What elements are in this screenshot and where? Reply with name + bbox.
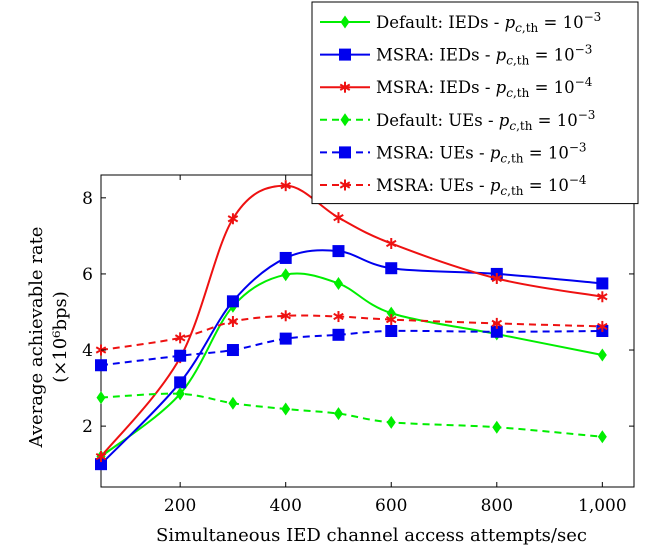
legend-label: MSRA: IEDs - pc,th = 10−4 <box>376 75 593 100</box>
legend-entry: Default: IEDs - pc,th = 10−3 <box>320 10 601 35</box>
legend-marker <box>339 48 351 61</box>
x-tick-label: 1,000 <box>578 496 627 516</box>
data-point <box>597 320 608 332</box>
series-3 <box>95 180 608 463</box>
data-point <box>174 376 187 389</box>
data-point <box>95 359 107 372</box>
data-point <box>227 213 239 225</box>
y-tick-label: 2 <box>82 417 93 437</box>
data-point <box>95 451 107 463</box>
legend-marker <box>339 81 351 93</box>
data-point <box>385 325 398 337</box>
series-4 <box>96 387 607 444</box>
data-point <box>226 344 239 357</box>
y-tick-label: 8 <box>82 189 93 209</box>
legend-label: MSRA: UEs - pc,th = 10−3 <box>376 140 587 165</box>
data-point <box>596 277 609 290</box>
legend-label: MSRA: IEDs - pc,th = 10−3 <box>376 43 592 68</box>
legend-marker <box>340 15 350 29</box>
data-point <box>332 328 345 341</box>
legend-entry: MSRA: IEDs - pc,th = 10−3 <box>320 43 592 68</box>
data-point <box>597 348 607 362</box>
data-point <box>386 415 396 429</box>
data-point <box>174 332 186 344</box>
series-2 <box>95 245 609 471</box>
x-tick-label: 600 <box>375 496 407 516</box>
legend-marker <box>340 113 350 127</box>
legend-box <box>311 1 639 205</box>
legend-entry: MSRA: UEs - pc,th = 10−4 <box>320 173 587 198</box>
data-point <box>95 458 107 471</box>
data-point <box>279 332 292 345</box>
legend-label: Default: IEDs - pc,th = 10−3 <box>376 10 601 35</box>
data-point <box>96 391 106 405</box>
legend-entry: Default: UEs - pc,th = 10−3 <box>320 108 595 133</box>
legend: Default: IEDs - pc,th = 10−3 MSRA: IEDs -… <box>311 1 639 205</box>
data-point <box>226 295 239 308</box>
data-point <box>279 251 292 264</box>
plot-area <box>100 174 635 488</box>
data-point <box>174 349 187 362</box>
data-point <box>597 430 607 444</box>
data-point <box>228 396 238 410</box>
axes-layer: 200 400 600 800 1,000 2 4 6 8 Simultaneous IED ch… <box>26 175 634 546</box>
y-axis-label-line2: (×10⁶bps) <box>50 291 71 383</box>
data-point <box>491 317 503 329</box>
x-tick-label: 200 <box>164 496 196 516</box>
data-point <box>490 325 503 338</box>
y-axis-label: Average achievable rate (×10⁶bps) <box>26 227 71 449</box>
y-tick-label: 6 <box>82 265 93 285</box>
legend-entry: MSRA: UEs - pc,th = 10−3 <box>320 140 587 165</box>
x-tick-label: 800 <box>481 496 513 516</box>
series-1 <box>96 268 607 464</box>
data-point <box>491 272 503 284</box>
data-point <box>227 315 239 327</box>
data-point <box>385 262 398 275</box>
data-point <box>333 407 343 421</box>
data-point <box>597 291 608 303</box>
x-tick-label: 400 <box>269 496 301 516</box>
series-line <box>100 392 603 438</box>
data-point <box>175 387 185 401</box>
data-point <box>280 180 291 192</box>
y-axis-label-line1: Average achievable rate <box>26 227 47 449</box>
plot-frame <box>100 174 635 488</box>
series-layer <box>95 180 609 471</box>
series-5 <box>95 325 609 372</box>
data-point <box>492 420 502 434</box>
data-point <box>281 268 291 282</box>
series-6 <box>95 310 608 356</box>
data-point <box>281 402 291 416</box>
data-point <box>386 306 396 320</box>
data-point <box>333 311 344 323</box>
legend-marker <box>339 146 351 159</box>
data-point <box>333 276 343 290</box>
legend-marker <box>339 179 351 191</box>
data-point <box>385 314 397 326</box>
data-point <box>280 310 291 322</box>
data-point <box>333 212 344 224</box>
legend-label: MSRA: UEs - pc,th = 10−4 <box>376 173 587 198</box>
legend-label: Default: UEs - pc,th = 10−3 <box>376 108 595 133</box>
data-point <box>385 237 397 249</box>
y-tick-label: 4 <box>82 341 93 361</box>
legend-entry: MSRA: IEDs - pc,th = 10−4 <box>320 75 593 100</box>
x-axis-label: Simultaneous IED channel access attempts… <box>156 525 587 546</box>
data-point <box>332 245 345 258</box>
